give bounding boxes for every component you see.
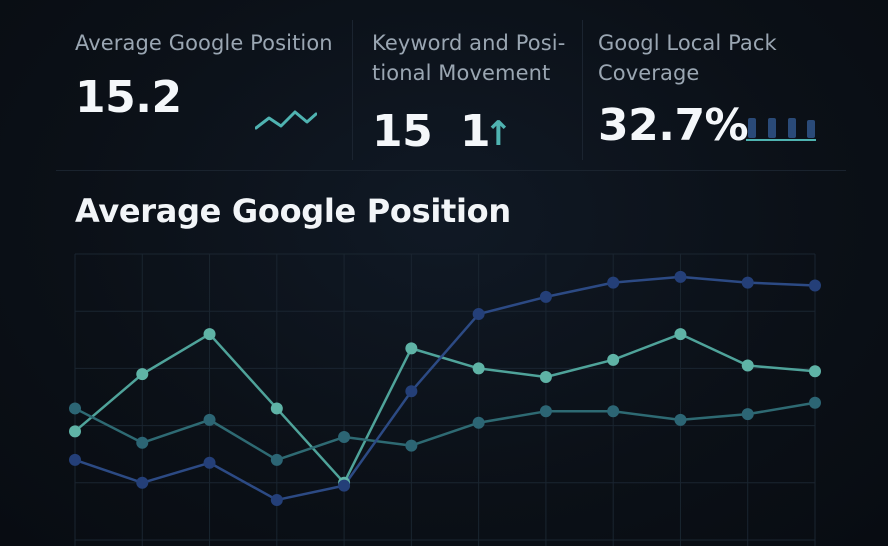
series-line-3 [74, 275, 816, 502]
series-2-point [674, 413, 687, 426]
series-3-point [69, 453, 81, 466]
series-2-point [203, 413, 216, 426]
series-3-point [338, 479, 351, 492]
kpi-value-movement-left: 15 [372, 106, 433, 157]
series-1-point [69, 425, 81, 438]
series-3-point [741, 276, 754, 289]
chart-series-lines [74, 275, 816, 502]
trend-sparkline-icon [255, 110, 317, 130]
series-1-point [607, 353, 620, 366]
kpi-label-average-position: Average Google Position [75, 31, 333, 55]
movement-values: 15 1 ↑ [372, 100, 572, 157]
section-divider [56, 170, 846, 171]
kpi-value-average-position: 15.2 [75, 72, 182, 123]
series-1-point [539, 370, 552, 383]
kpi-value-local-pack: 32.7% [598, 100, 749, 151]
series-1-point [472, 362, 485, 375]
series-2-point [472, 416, 485, 429]
kpi-local-pack: Googl Local Pack Coverage 32.7% [598, 28, 828, 151]
series-3-point [472, 308, 485, 321]
series-2-point [69, 402, 81, 415]
series-2-point [405, 439, 418, 452]
series-1-point [136, 368, 149, 381]
series-2-point [270, 453, 283, 466]
series-1-point [809, 365, 821, 378]
kpi-label-local-pack: Googl Local Pack Coverage [598, 31, 777, 85]
series-3-point [607, 276, 620, 289]
series-3-point [203, 456, 216, 469]
kpi-divider [352, 20, 353, 160]
series-3-point [136, 476, 149, 489]
series-3-point [809, 279, 821, 292]
up-arrow-icon: ↑ [484, 114, 513, 154]
series-1-point [203, 328, 216, 341]
series-3-point [270, 493, 283, 506]
series-line-1 [74, 332, 816, 485]
series-2-point [539, 405, 552, 418]
series-2-point [136, 436, 149, 449]
kpi-label-movement: Keyword and Posi-tional Movement [372, 31, 566, 85]
chart-grid [74, 253, 816, 546]
series-3-point [405, 385, 418, 398]
series-1-point [405, 342, 418, 355]
series-1-point [270, 402, 283, 415]
kpi-divider [582, 20, 583, 160]
series-3-point [674, 270, 687, 283]
kpi-row: Average Google Position 15.2 Keyword and… [0, 0, 888, 170]
kpi-value-movement-right: 1 [460, 106, 491, 157]
series-2-point [741, 408, 754, 421]
kpi-keyword-movement: Keyword and Posi-tional Movement 15 1 ↑ [372, 28, 572, 157]
series-3-point [539, 290, 552, 303]
series-1-point [741, 359, 754, 372]
series-1-point [674, 328, 687, 341]
line-chart [69, 253, 821, 546]
kpi-average-position: Average Google Position 15.2 [75, 28, 365, 130]
series-2-point [809, 396, 821, 409]
series-2-point [338, 431, 351, 444]
series-line-2 [74, 401, 816, 462]
chart-title: Average Google Position [75, 192, 511, 230]
mini-bar-chart-icon [746, 118, 816, 141]
chart-series-points [69, 270, 821, 506]
series-2-point [607, 405, 620, 418]
